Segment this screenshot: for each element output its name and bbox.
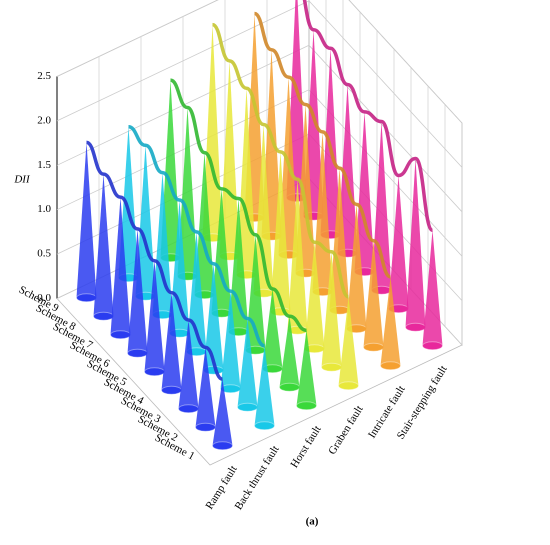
- cone: [212, 379, 233, 451]
- cone-base: [178, 404, 199, 414]
- cone-base: [279, 382, 300, 392]
- cone-body: [144, 260, 165, 372]
- grid-line: [56, 0, 463, 168]
- cone-body: [304, 242, 325, 349]
- cone: [380, 276, 401, 371]
- cone-body: [329, 168, 350, 311]
- series-line: [169, 78, 307, 333]
- z-tick-label: 1.0: [37, 203, 51, 215]
- cone-body: [296, 330, 317, 406]
- cone-body: [338, 296, 359, 386]
- cone-body: [253, 124, 274, 294]
- cone-body: [262, 288, 283, 369]
- cone-base: [195, 422, 216, 432]
- series-line: [302, 0, 435, 233]
- cone: [220, 291, 241, 394]
- cone-base: [212, 441, 233, 451]
- caption: (a): [306, 516, 319, 528]
- cone-base: [127, 348, 148, 358]
- series-line: [211, 22, 350, 299]
- cone: [296, 330, 317, 411]
- cone-body: [220, 291, 241, 389]
- grid-line: [56, 0, 463, 124]
- cone-base: [144, 367, 165, 377]
- cone-body: [422, 230, 443, 346]
- cone-body: [270, 151, 291, 312]
- cone-body: [287, 179, 308, 331]
- cone-body: [93, 174, 114, 317]
- cone-base: [296, 401, 317, 411]
- cone: [237, 318, 258, 412]
- cone-body: [237, 318, 258, 408]
- cone-body: [405, 158, 426, 328]
- cone-body: [160, 80, 181, 258]
- cone: [178, 319, 199, 414]
- cone-body: [346, 204, 367, 329]
- cone-base: [237, 402, 258, 412]
- cone-base: [321, 362, 342, 372]
- cone-body: [212, 379, 233, 446]
- cone-body: [388, 175, 409, 309]
- fault-label: Stair-stepping fault: [395, 364, 450, 442]
- z-tick-label: 2.5: [37, 70, 51, 82]
- fault-label: Horst fault: [288, 424, 323, 471]
- cone-body: [178, 319, 199, 409]
- cone-body: [363, 240, 384, 348]
- cone-body: [161, 292, 182, 391]
- cone-body: [211, 188, 232, 314]
- grid-line: [56, 89, 463, 257]
- cone-base: [254, 421, 275, 431]
- cone: [144, 260, 165, 377]
- cone-body: [279, 316, 300, 388]
- cone-base: [338, 381, 359, 391]
- grid-line: [56, 44, 463, 213]
- cone: [405, 158, 426, 332]
- cone-body: [219, 60, 240, 257]
- cone: [338, 296, 359, 391]
- cone-base: [93, 311, 114, 321]
- cone-body: [371, 121, 392, 291]
- fault-label: Back thrust fault: [233, 444, 282, 513]
- z-tick-label: 2.0: [37, 114, 51, 126]
- z-axis-label: DII: [13, 174, 31, 186]
- fault-label: Graben fault: [326, 404, 365, 457]
- series-line: [128, 125, 266, 348]
- series-line: [85, 140, 224, 381]
- cone-base: [380, 361, 401, 371]
- z-tick-label: 0.0: [37, 292, 51, 304]
- cone-base: [161, 385, 182, 395]
- cone-base: [405, 322, 426, 332]
- cone-body: [254, 345, 275, 426]
- cone: [93, 174, 114, 321]
- cone-body: [110, 197, 131, 335]
- cone-base: [422, 341, 443, 351]
- cone-base: [76, 293, 97, 303]
- cone-body: [203, 263, 224, 371]
- cone: [161, 292, 182, 395]
- cone-body: [380, 276, 401, 366]
- cone: [127, 228, 148, 358]
- cone-body: [152, 172, 173, 315]
- z-tick-label: 1.5: [37, 159, 51, 171]
- cone: [76, 142, 97, 303]
- cone-base: [363, 342, 384, 352]
- cone-body: [354, 111, 375, 272]
- cone: [422, 230, 443, 351]
- z-tick-label: 0.5: [37, 248, 51, 260]
- cone-body: [76, 142, 97, 298]
- cone-body: [195, 347, 216, 428]
- cone: [254, 345, 275, 431]
- series-line: [253, 11, 392, 279]
- cone-body: [228, 198, 249, 332]
- cone-body: [177, 107, 198, 277]
- cone-body: [169, 200, 190, 334]
- cone-body: [321, 251, 342, 368]
- cone-body: [127, 228, 148, 354]
- floor-edge: [56, 298, 463, 466]
- cone-base: [110, 330, 131, 340]
